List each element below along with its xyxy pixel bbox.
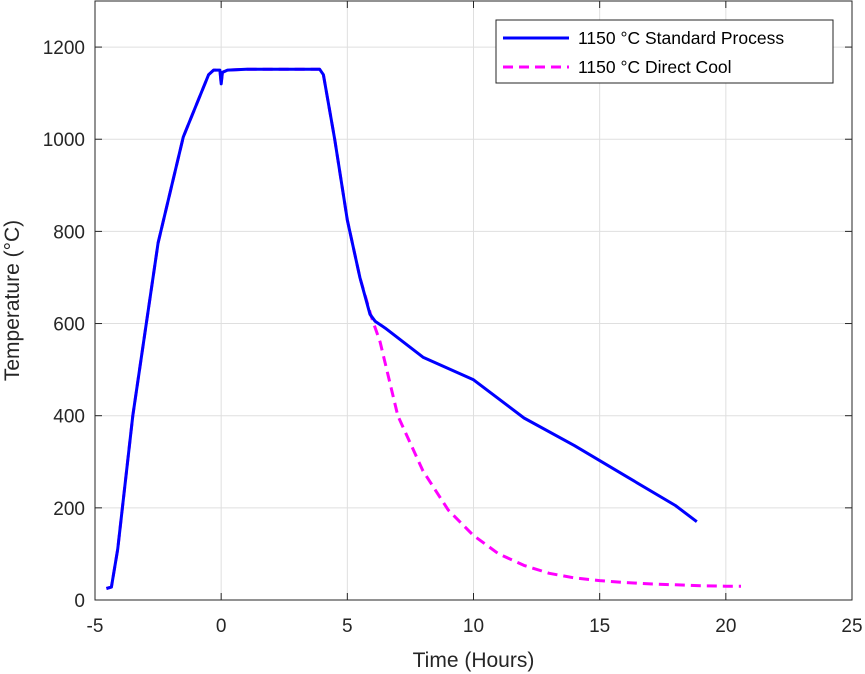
x-tick-label: 15 [589,616,610,637]
y-tick-label: 1000 [43,130,85,151]
y-tick-label: 1200 [43,38,85,59]
x-tick-label: 0 [216,616,227,637]
series-lines [105,67,741,590]
y-tick-label: 600 [53,315,85,336]
y-tick-label: 400 [53,407,85,428]
y-tick-label: 800 [53,222,85,243]
x-tick-label: 5 [342,616,353,637]
legend: 1150 °C Standard Process 1150 °C Direct … [495,19,834,84]
y-tick-label: 0 [74,591,85,612]
x-axis-label: Time (Hours) [413,649,535,672]
legend-entry-direct-cool: 1150 °C Direct Cool [578,57,732,77]
x-tick-label: -5 [87,616,104,637]
y-axis-label: Temperature (°C) [1,220,24,381]
series-line-standard-process [105,67,698,590]
x-tick-label: 25 [841,616,862,637]
legend-entry-standard-process: 1150 °C Standard Process [578,28,784,48]
x-tick-label: 10 [463,616,484,637]
legend-box [495,19,834,84]
x-tick-label: 20 [715,616,736,637]
y-tick-label: 200 [53,499,85,520]
